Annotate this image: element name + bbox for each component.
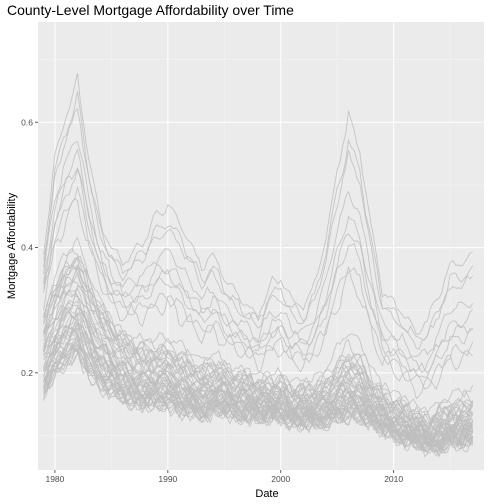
y-tick-label: 0.2: [21, 368, 33, 378]
y-axis-title: Mortgage Affordability: [6, 192, 18, 299]
county-series-line: [43, 281, 473, 432]
x-axis: 1980 1990 2000 2010: [45, 470, 403, 484]
x-tick-label: 1980: [45, 474, 64, 484]
y-tick-label: 0.4: [21, 243, 33, 253]
county-series-line: [43, 285, 474, 435]
county-series-line: [43, 344, 474, 453]
county-series-line: [43, 236, 474, 414]
county-series-line: [43, 140, 474, 357]
x-tick-label: 1990: [158, 474, 177, 484]
series-layer: [43, 73, 474, 458]
county-series-line: [43, 348, 474, 454]
y-axis: 0.2 0.4 0.6: [21, 117, 38, 378]
county-series-line: [43, 287, 474, 442]
x-axis-title: Date: [255, 488, 278, 500]
county-series-line: [43, 91, 474, 341]
county-series-line: [43, 185, 474, 390]
county-series-line: [43, 167, 474, 374]
county-series-line: [43, 248, 474, 423]
county-series-line: [43, 272, 474, 434]
x-tick-label: 2010: [384, 474, 403, 484]
x-tick-label: 2000: [271, 474, 290, 484]
y-tick-label: 0.6: [21, 117, 33, 127]
county-series-line: [43, 311, 474, 443]
county-series-line: [43, 167, 473, 378]
county-series-line: [43, 197, 473, 400]
county-series-line: [43, 324, 474, 446]
county-series-line: [43, 338, 474, 452]
county-series-line: [43, 73, 473, 335]
county-series-line: [43, 312, 474, 443]
chart-title: County-Level Mortgage Affordability over…: [7, 2, 294, 18]
county-series-line: [43, 266, 473, 431]
